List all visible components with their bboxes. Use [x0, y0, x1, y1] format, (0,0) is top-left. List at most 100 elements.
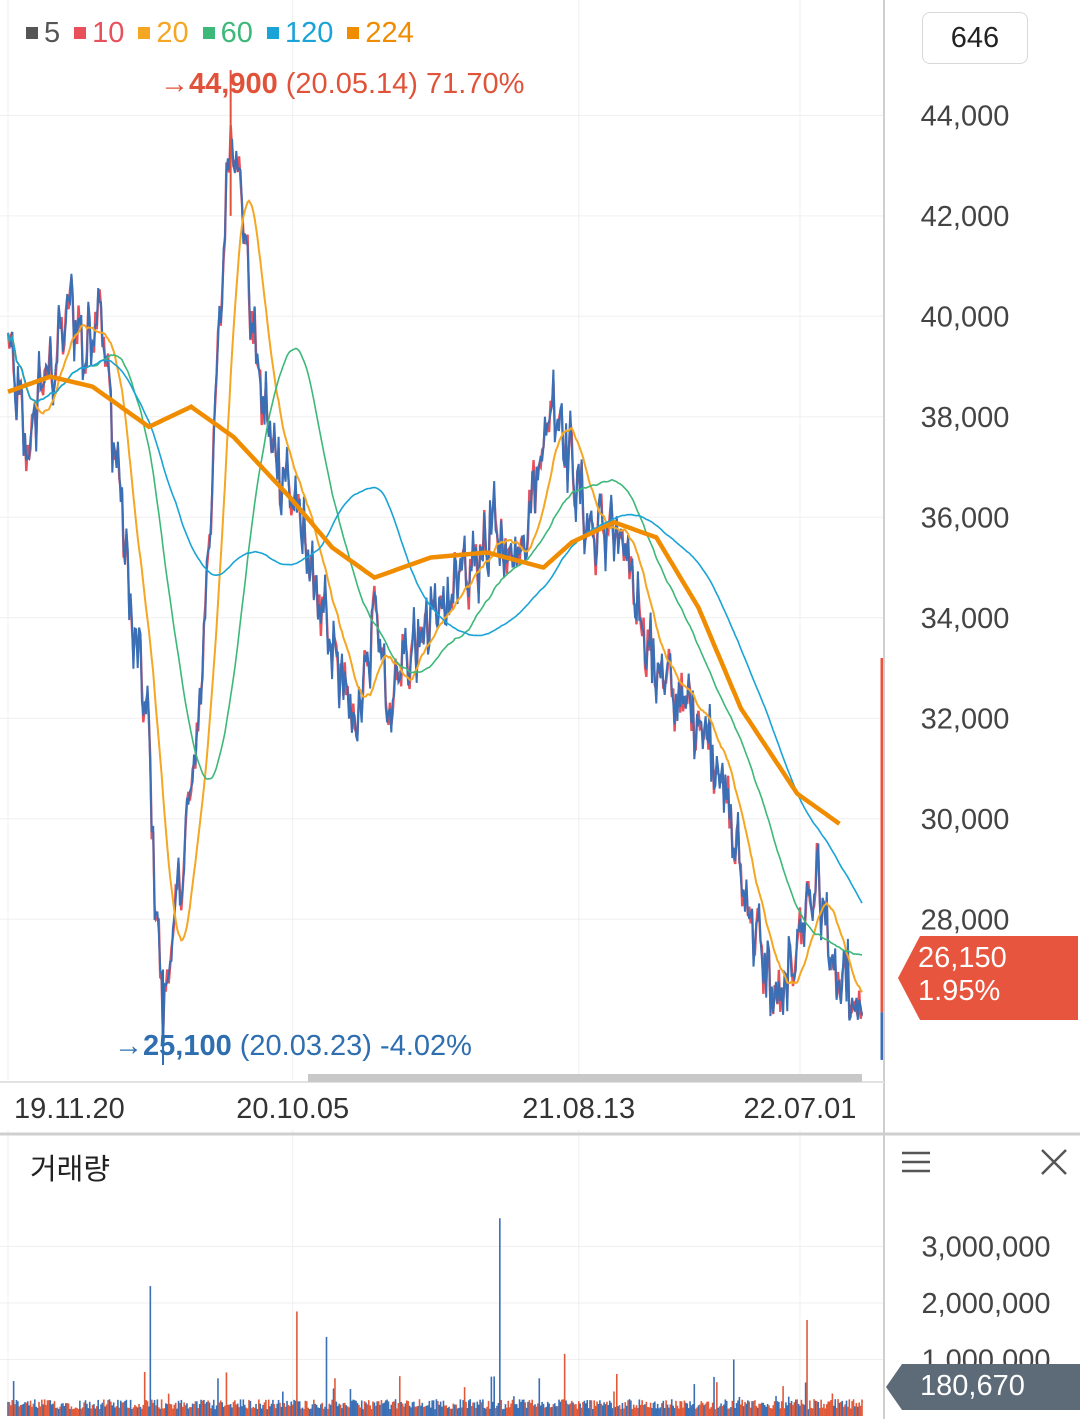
volume-bar	[469, 1399, 472, 1416]
volume-bar	[222, 1406, 225, 1416]
volume-bar	[675, 1400, 677, 1416]
volume-bar	[204, 1403, 207, 1416]
legend-item-60[interactable]: 60	[202, 16, 253, 50]
volume-bar	[654, 1401, 656, 1416]
volume-bar	[46, 1400, 49, 1416]
volume-bar	[100, 1404, 102, 1416]
volume-bar	[590, 1400, 593, 1416]
volume-bar	[224, 1405, 226, 1416]
volume-bar	[761, 1402, 763, 1416]
volume-bar	[235, 1404, 238, 1416]
volume-bar	[670, 1399, 673, 1416]
series-line-ma20	[7, 199, 863, 993]
current-price-pct: 1.95%	[918, 975, 1001, 1007]
volume-bar	[338, 1403, 340, 1416]
volume-bar	[677, 1408, 680, 1416]
legend-item-5[interactable]: 5	[26, 16, 60, 50]
legend-item-120[interactable]: 120	[266, 16, 333, 50]
volume-bar	[692, 1404, 694, 1416]
volume-bar	[53, 1401, 56, 1416]
volume-bar	[473, 1402, 476, 1416]
volume-bar	[334, 1378, 336, 1416]
volume-bar	[159, 1408, 161, 1416]
volume-bar	[177, 1400, 180, 1416]
volume-bar	[432, 1400, 435, 1416]
volume-bar	[25, 1402, 28, 1416]
volume-bar	[324, 1406, 326, 1416]
volume-bar	[104, 1406, 107, 1416]
volume-bar	[225, 1372, 228, 1416]
volume-bar	[542, 1403, 545, 1416]
volume-bar	[732, 1359, 735, 1416]
volume-bar	[69, 1408, 71, 1416]
legend-item-10[interactable]: 10	[74, 16, 124, 50]
volume-bar	[142, 1404, 145, 1416]
volume-bar	[802, 1403, 804, 1416]
volume-bar	[766, 1403, 769, 1416]
volume-bar	[303, 1408, 305, 1416]
volume-bar	[228, 1404, 231, 1416]
volume-bar	[180, 1399, 183, 1416]
y-tick-label: 40,000	[921, 301, 1010, 333]
current-volume-tag	[886, 1364, 1080, 1410]
legend-item-224[interactable]: 224	[347, 16, 414, 50]
legend-label: 60	[220, 17, 253, 49]
x-tick-label: 19.11.20	[14, 1093, 125, 1125]
volume-bar	[17, 1401, 19, 1416]
legend-item-20[interactable]: 20	[138, 16, 189, 50]
volume-bar	[342, 1403, 345, 1416]
volume-bar	[358, 1404, 360, 1416]
volume-bar	[800, 1399, 803, 1416]
volume-bar	[210, 1408, 212, 1416]
volume-bar	[728, 1408, 731, 1416]
volume-bar	[39, 1406, 42, 1416]
volume-bar	[544, 1407, 546, 1416]
volume-bar	[355, 1400, 357, 1416]
volume-bar	[346, 1406, 349, 1416]
volume-bar	[245, 1407, 247, 1416]
volume-bar	[817, 1402, 820, 1416]
volume-bar	[623, 1408, 625, 1416]
volume-bar	[642, 1404, 645, 1416]
y-tick-label: 42,000	[921, 201, 1010, 233]
volume-bar	[537, 1403, 539, 1416]
volume-bar	[400, 1401, 402, 1416]
volume-bar	[624, 1402, 627, 1416]
volume-bar	[376, 1401, 379, 1416]
volume-bar	[328, 1403, 331, 1416]
volume-bar	[847, 1406, 849, 1416]
scrollbar-thumb	[308, 1074, 862, 1082]
menu-icon[interactable]	[898, 1144, 934, 1180]
volume-bar	[617, 1406, 620, 1416]
volume-bar	[663, 1407, 666, 1416]
volume-bar	[420, 1405, 422, 1416]
volume-bar	[813, 1399, 815, 1416]
count-box[interactable]: 646	[922, 12, 1028, 64]
volume-bar	[599, 1400, 601, 1416]
volume-bar	[661, 1403, 663, 1416]
volume-bar	[562, 1399, 565, 1416]
volume-bar	[321, 1402, 324, 1416]
volume-bar	[810, 1407, 813, 1416]
volume-bar	[59, 1406, 61, 1416]
volume-bar	[672, 1405, 674, 1416]
volume-bar	[679, 1401, 682, 1416]
volume-bar	[214, 1409, 216, 1416]
volume-bar	[135, 1406, 138, 1416]
volume-bar	[60, 1403, 63, 1416]
volume-bar	[603, 1402, 605, 1416]
volume-bar	[689, 1401, 691, 1416]
volume-bar	[372, 1401, 374, 1416]
volume-bar	[362, 1409, 364, 1416]
volume-bar	[389, 1409, 391, 1416]
close-icon[interactable]	[1036, 1144, 1072, 1180]
volume-bar	[394, 1399, 397, 1416]
y-tick-label: 32,000	[921, 703, 1010, 735]
volume-bar	[417, 1405, 419, 1416]
volume-bar	[639, 1404, 642, 1416]
volume-bar	[500, 1399, 503, 1416]
volume-bar	[475, 1407, 477, 1416]
arrow-right-icon: →	[160, 68, 189, 100]
volume-bar	[414, 1406, 417, 1416]
